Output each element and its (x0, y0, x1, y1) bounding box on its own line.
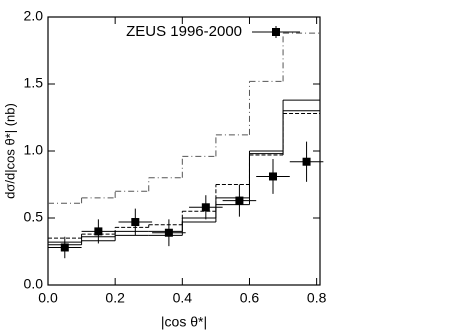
data-point (164, 228, 173, 237)
data-point (131, 218, 140, 227)
x-axis-label: |cos θ*| (161, 314, 207, 330)
data-point (268, 172, 277, 181)
y-tick-label: 1.5 (24, 75, 44, 91)
y-tick-label: 0.0 (24, 276, 44, 292)
legend-marker (272, 28, 280, 36)
x-tick-label: 0.6 (240, 290, 260, 306)
x-tick-label: 0.4 (173, 290, 193, 306)
y-axis-label: dσ/d|cos θ*| (nb) (2, 103, 17, 199)
x-tick-label: 0.2 (105, 290, 125, 306)
data-point (94, 227, 103, 236)
legend-label: ZEUS 1996-2000 (126, 23, 242, 40)
x-tick-label: 0.8 (307, 290, 327, 306)
x-tick-label: 0.0 (38, 290, 58, 306)
y-tick-label: 2.0 (24, 8, 44, 24)
data-point (302, 157, 311, 166)
data-point (201, 203, 210, 212)
y-tick-label: 1.0 (24, 142, 44, 158)
data-point (235, 196, 244, 205)
data-point (60, 243, 69, 252)
y-tick-label: 0.5 (24, 209, 44, 225)
